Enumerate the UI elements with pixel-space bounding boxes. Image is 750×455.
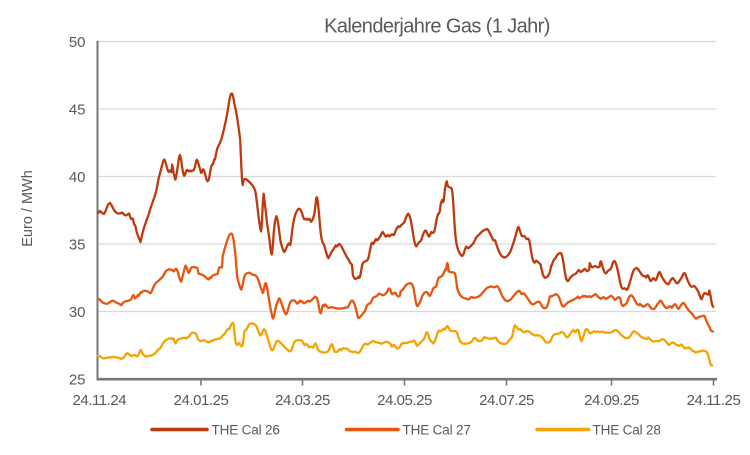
svg-text:Kalenderjahre Gas (1 Jahr): Kalenderjahre Gas (1 Jahr) [324, 16, 550, 38]
svg-text:Euro / MWh: Euro / MWh [20, 170, 36, 247]
svg-text:24.07.25: 24.07.25 [479, 392, 534, 409]
svg-text:THE Cal 27: THE Cal 27 [403, 423, 471, 438]
svg-text:40: 40 [69, 169, 86, 186]
svg-text:24.09.25: 24.09.25 [584, 392, 639, 409]
svg-text:25: 25 [69, 371, 86, 388]
svg-text:45: 45 [69, 101, 86, 118]
svg-text:24.11.25: 24.11.25 [687, 392, 741, 409]
svg-text:35: 35 [69, 236, 86, 253]
svg-text:24.11.24: 24.11.24 [72, 392, 126, 409]
svg-text:30: 30 [69, 304, 86, 321]
svg-text:THE Cal 26: THE Cal 26 [212, 423, 280, 438]
svg-text:THE Cal 28: THE Cal 28 [593, 423, 661, 438]
svg-text:24.03.25: 24.03.25 [275, 392, 330, 409]
svg-text:50: 50 [69, 34, 86, 51]
svg-text:24.01.25: 24.01.25 [174, 392, 229, 409]
svg-text:24.05.25: 24.05.25 [377, 392, 432, 409]
